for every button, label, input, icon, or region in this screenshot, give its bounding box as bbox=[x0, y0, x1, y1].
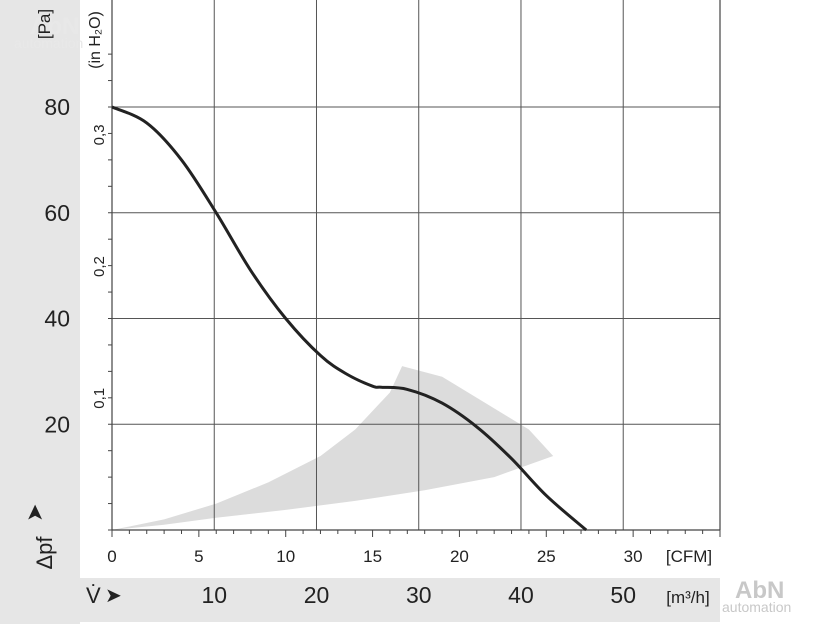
y-axis-label-inh2o: (in H₂O) bbox=[87, 11, 104, 69]
x-tick-label-m3h: 20 bbox=[304, 582, 330, 608]
bottom-axis-band bbox=[80, 578, 720, 622]
y-axis-label-pa: [Pa] bbox=[35, 9, 54, 39]
x-tick-label-m3h: 30 bbox=[406, 582, 432, 608]
left-axis-band bbox=[0, 0, 80, 624]
y-tick-label-inh2o: 0,3 bbox=[91, 124, 108, 145]
watermark-top-line2: automation bbox=[14, 35, 83, 51]
watermark-top-line1: AbN bbox=[30, 13, 79, 40]
x-tick-label-m3h: 40 bbox=[508, 582, 534, 608]
y-tick-label-inh2o: 0,1 bbox=[91, 388, 108, 409]
y-tick-label-pa: 80 bbox=[44, 94, 70, 120]
x-tick-label-cfm: 0 bbox=[107, 547, 116, 566]
x-tick-label-cfm: 10 bbox=[276, 547, 295, 566]
x-tick-label-m3h: 50 bbox=[610, 582, 636, 608]
y-tick-label-pa: 20 bbox=[44, 411, 70, 437]
x-tick-label-cfm: 25 bbox=[537, 547, 556, 566]
y-tick-label-pa: 60 bbox=[44, 200, 70, 226]
watermark-bottom-line1: AbN bbox=[735, 577, 784, 604]
delta-pf-arrow-icon: ➤ bbox=[23, 504, 48, 522]
axis-labels: [Pa] (in H₂O) Δpf ➤ [CFM] V̇ ➤ [m³/h] bbox=[23, 9, 712, 608]
x-tick-label-cfm: 5 bbox=[194, 547, 203, 566]
watermark: AbN automation AbN automation bbox=[14, 13, 791, 615]
flow-arrow-icon: ➤ bbox=[105, 583, 122, 607]
x-tick-label-cfm: 30 bbox=[624, 547, 643, 566]
flow-symbol-label: V̇ bbox=[86, 583, 101, 608]
x-tick-label-m3h: 10 bbox=[201, 582, 227, 608]
operating-region bbox=[112, 366, 554, 530]
delta-pf-label: Δpf bbox=[32, 536, 57, 570]
y-tick-label-pa: 40 bbox=[44, 306, 70, 332]
y-tick-label-inh2o: 0,2 bbox=[91, 256, 108, 277]
cfm-unit-label: [CFM] bbox=[666, 547, 712, 566]
fan-curve-series bbox=[111, 105, 588, 532]
watermark-bottom-line2: automation bbox=[722, 599, 791, 615]
m3h-unit-label: [m³/h] bbox=[666, 588, 709, 607]
plot-area: 80 60 40 20 0,3 0,2 0,1 0 5 10 15 20 25 30 10 20 30 40 50 bbox=[44, 0, 721, 608]
x-tick-label-cfm: 20 bbox=[450, 547, 469, 566]
x-tick-label-cfm: 15 bbox=[363, 547, 382, 566]
